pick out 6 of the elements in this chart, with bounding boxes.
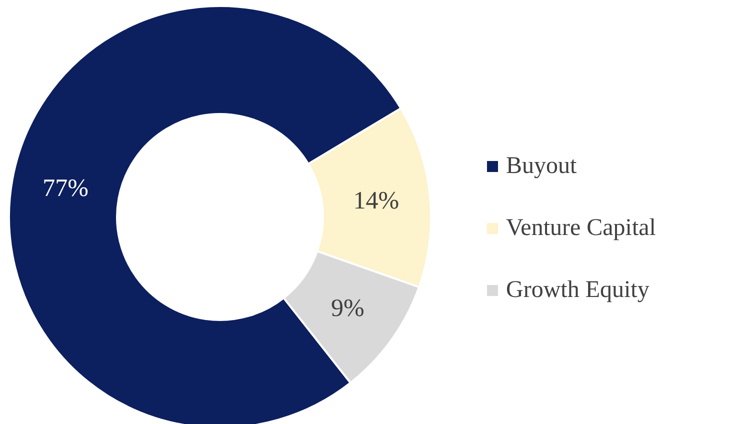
legend-label: Growth Equity: [506, 276, 650, 304]
legend-label: Buyout: [506, 152, 577, 180]
data-label: 9%: [330, 294, 364, 322]
data-label: 77%: [42, 175, 88, 202]
legend-label: Venture Capital: [506, 214, 656, 242]
data-label: 14%: [353, 188, 400, 215]
